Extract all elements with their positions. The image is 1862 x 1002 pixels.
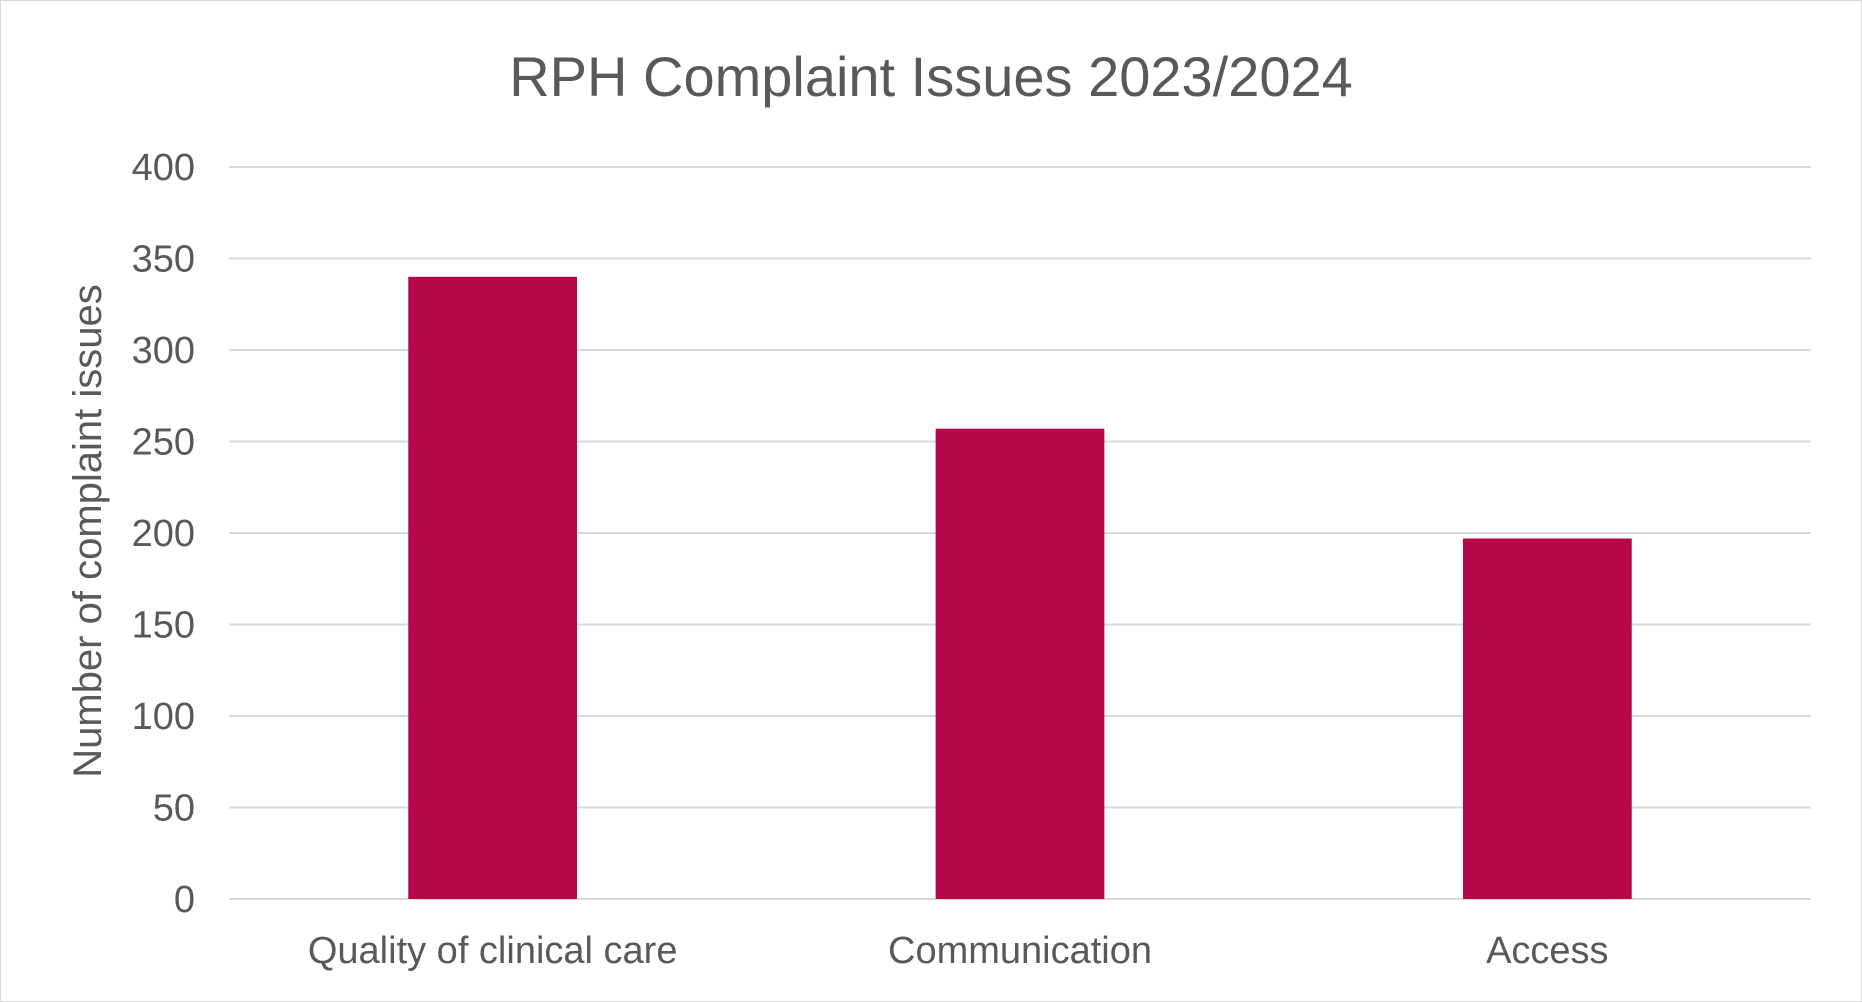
y-tick-label: 100 <box>132 696 195 738</box>
y-tick-label: 200 <box>132 513 195 555</box>
y-tick-label: 150 <box>132 605 195 647</box>
x-axis-categories: Quality of clinical care Communication Acc… <box>308 930 1609 972</box>
bars <box>408 276 1632 899</box>
y-tick-label: 0 <box>174 879 195 921</box>
y-tick-label: 400 <box>132 147 195 189</box>
x-category-label: Access <box>1486 930 1608 972</box>
bar <box>408 276 578 899</box>
y-axis-ticks: 0 50 100 150 200 250 300 350 400 <box>132 147 195 921</box>
bar <box>1462 538 1632 899</box>
x-category-label: Communication <box>888 930 1152 972</box>
y-tick-label: 350 <box>132 239 195 281</box>
y-tick-label: 250 <box>132 422 195 464</box>
chart-title: RPH Complaint Issues 2023/2024 <box>509 45 1353 108</box>
x-category-label: Quality of clinical care <box>308 930 678 972</box>
y-tick-label: 50 <box>153 788 195 830</box>
y-tick-label: 300 <box>132 330 195 372</box>
y-axis-label: Number of complaint issues <box>66 284 110 778</box>
bar <box>935 428 1105 899</box>
